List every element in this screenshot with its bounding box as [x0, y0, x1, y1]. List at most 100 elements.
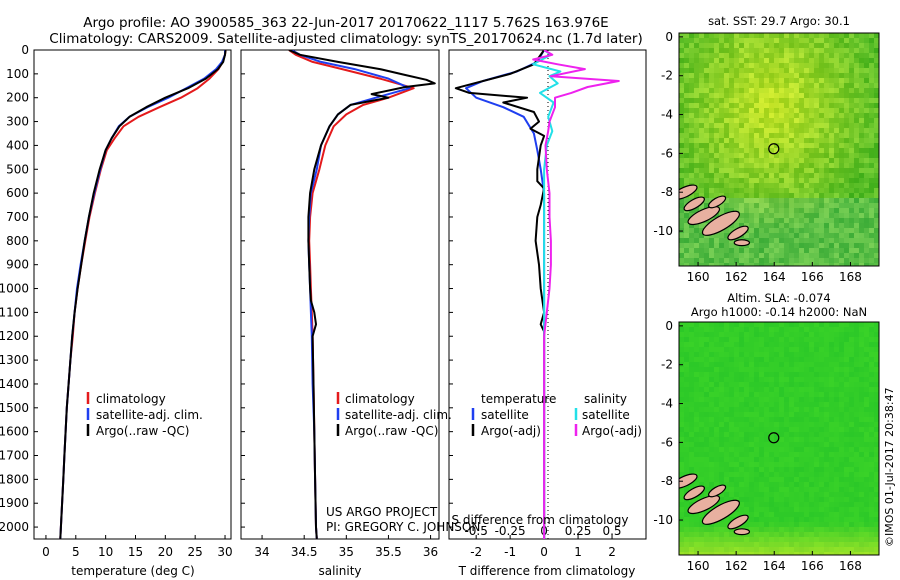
map-cell: [714, 53, 720, 59]
map-cell: [689, 437, 695, 443]
map-cell: [809, 552, 815, 555]
map-cell: [724, 103, 730, 109]
map-cell: [704, 188, 710, 194]
map-cell: [744, 512, 750, 518]
map-cell: [779, 432, 785, 438]
map-cell: [804, 447, 810, 453]
map-cell: [759, 48, 765, 54]
map-cell: [809, 452, 815, 458]
map-cell: [819, 53, 825, 59]
map-cell: [834, 193, 840, 199]
map-cell: [679, 327, 685, 333]
map-cell: [769, 213, 775, 219]
map-cell: [699, 407, 705, 413]
map-cell: [719, 53, 725, 59]
map-cell: [799, 183, 805, 189]
map-cell: [769, 477, 775, 483]
map-cell: [834, 487, 840, 493]
map-cell: [849, 412, 855, 418]
map-cell: [774, 73, 780, 79]
map-cell: [769, 417, 775, 423]
map-cell: [729, 183, 735, 189]
map-cell: [749, 113, 755, 119]
map-cell: [689, 138, 695, 144]
map-cell: [764, 193, 770, 199]
map-cell: [859, 382, 865, 388]
map-cell: [704, 457, 710, 463]
map-cell: [789, 83, 795, 89]
map-cell: [849, 457, 855, 463]
map-cell: [799, 372, 805, 378]
map-cell: [789, 128, 795, 134]
map-cell: [679, 547, 685, 553]
map-cell: [709, 477, 715, 483]
map-cell: [824, 203, 830, 209]
map-cell: [679, 183, 685, 189]
map-cell: [749, 487, 755, 493]
map-cell: [724, 337, 730, 343]
map-cell: [799, 233, 805, 239]
map-cell: [704, 422, 710, 428]
map-cell: [844, 347, 850, 353]
map-cell: [809, 218, 815, 224]
map-cell: [764, 362, 770, 368]
map-cell: [719, 158, 725, 164]
map-cell: [759, 58, 765, 64]
map-cell: [849, 467, 855, 473]
map-cell: [849, 547, 855, 553]
map-cell: [814, 198, 820, 204]
map-cell: [754, 63, 760, 69]
map-cell: [724, 143, 730, 149]
map-cell: [729, 352, 735, 358]
map-cell: [859, 63, 865, 69]
map-cell: [794, 347, 800, 353]
map-cell: [804, 327, 810, 333]
map-cell: [839, 362, 845, 368]
map-cell: [734, 133, 740, 139]
map-cell: [829, 43, 835, 49]
map-cell: [704, 467, 710, 473]
map-cell: [849, 223, 855, 229]
map-cell: [869, 88, 875, 94]
map-cell: [709, 347, 715, 353]
map-cell: [829, 173, 835, 179]
map-cell: [744, 53, 750, 59]
map-cell: [774, 243, 780, 249]
map-cell: [864, 233, 870, 239]
map-cell: [774, 158, 780, 164]
map-cell: [819, 223, 825, 229]
map-cell: [844, 497, 850, 503]
map-cell: [859, 357, 865, 363]
map-cell: [729, 442, 735, 448]
map-cell: [819, 332, 825, 338]
map-cell: [819, 492, 825, 498]
map-cell: [704, 153, 710, 159]
map-cell: [809, 248, 815, 254]
map-cell: [794, 193, 800, 199]
map-cell: [749, 63, 755, 69]
figure-title-line1: Argo profile: AO 3900585_363 22-Jun-2017…: [83, 15, 608, 31]
map-cell: [714, 98, 720, 104]
map-cell: [859, 193, 865, 199]
map-cell: [779, 342, 785, 348]
map-cell: [689, 38, 695, 44]
map-cell: [859, 477, 865, 483]
map-cell: [719, 377, 725, 383]
map-cell: [714, 33, 720, 39]
map-cell: [779, 78, 785, 84]
map-cell: [754, 332, 760, 338]
map-cell: [754, 248, 760, 254]
map-cell: [729, 392, 735, 398]
map-cell: [829, 372, 835, 378]
map-cell: [814, 58, 820, 64]
map-cell: [759, 163, 765, 169]
map-cell: [779, 208, 785, 214]
map-cell: [824, 472, 830, 478]
map-cell: [724, 352, 730, 358]
map-cell: [824, 183, 830, 189]
map-cell: [709, 467, 715, 473]
map-cell: [799, 143, 805, 149]
map-cell: [759, 223, 765, 229]
map-cell: [804, 392, 810, 398]
map-cell: [719, 258, 725, 264]
